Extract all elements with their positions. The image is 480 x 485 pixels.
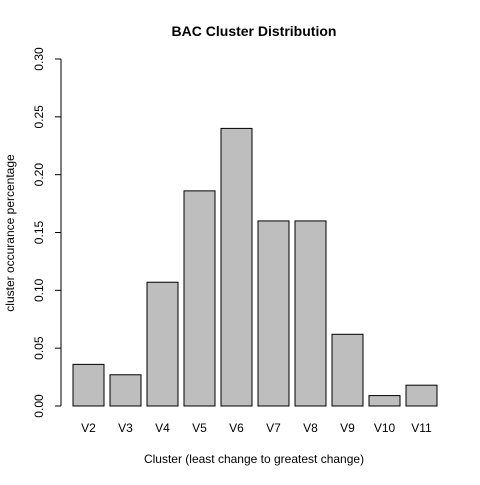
y-tick-label: 0.30 — [32, 47, 46, 71]
bar-v10 — [368, 395, 401, 407]
bar-v6 — [220, 127, 253, 407]
x-tick-label: V8 — [303, 421, 318, 435]
y-axis: 0.00 0.05 0.10 0.15 0.20 0.25 0.30 — [32, 47, 62, 418]
x-tick-labels: V2 V3 V4 V5 V6 V7 V8 V9 V10 V11 — [81, 421, 432, 435]
bar-v9 — [331, 333, 364, 407]
x-tick-label: V5 — [192, 421, 207, 435]
bars-group — [72, 127, 438, 407]
y-tick-label: 0.20 — [32, 163, 46, 187]
bar-v3 — [109, 374, 142, 407]
x-axis-label: Cluster (least change to greatest change… — [144, 452, 364, 466]
x-tick-label: V10 — [374, 421, 396, 435]
x-tick-label: V4 — [155, 421, 170, 435]
bar-v5 — [183, 190, 216, 407]
bar-v2 — [72, 363, 105, 407]
bar-v7 — [257, 220, 290, 407]
y-tick-label: 0.15 — [32, 220, 46, 244]
y-axis-label: cluster occurance percentage — [3, 154, 17, 312]
bar-v8 — [294, 220, 327, 407]
x-tick-label: V11 — [411, 421, 432, 435]
x-tick-label: V3 — [118, 421, 133, 435]
y-tick-label: 0.10 — [32, 278, 46, 302]
y-tick-label: 0.00 — [32, 394, 46, 418]
bar-v11 — [405, 384, 438, 407]
x-tick-label: V2 — [81, 421, 96, 435]
chart-title: BAC Cluster Distribution — [172, 23, 337, 39]
x-tick-label: V9 — [340, 421, 355, 435]
y-tick-label: 0.25 — [32, 105, 46, 129]
bar-v4 — [146, 281, 179, 407]
x-tick-label: V7 — [266, 421, 281, 435]
x-tick-label: V6 — [229, 421, 244, 435]
y-tick-label: 0.05 — [32, 336, 46, 360]
